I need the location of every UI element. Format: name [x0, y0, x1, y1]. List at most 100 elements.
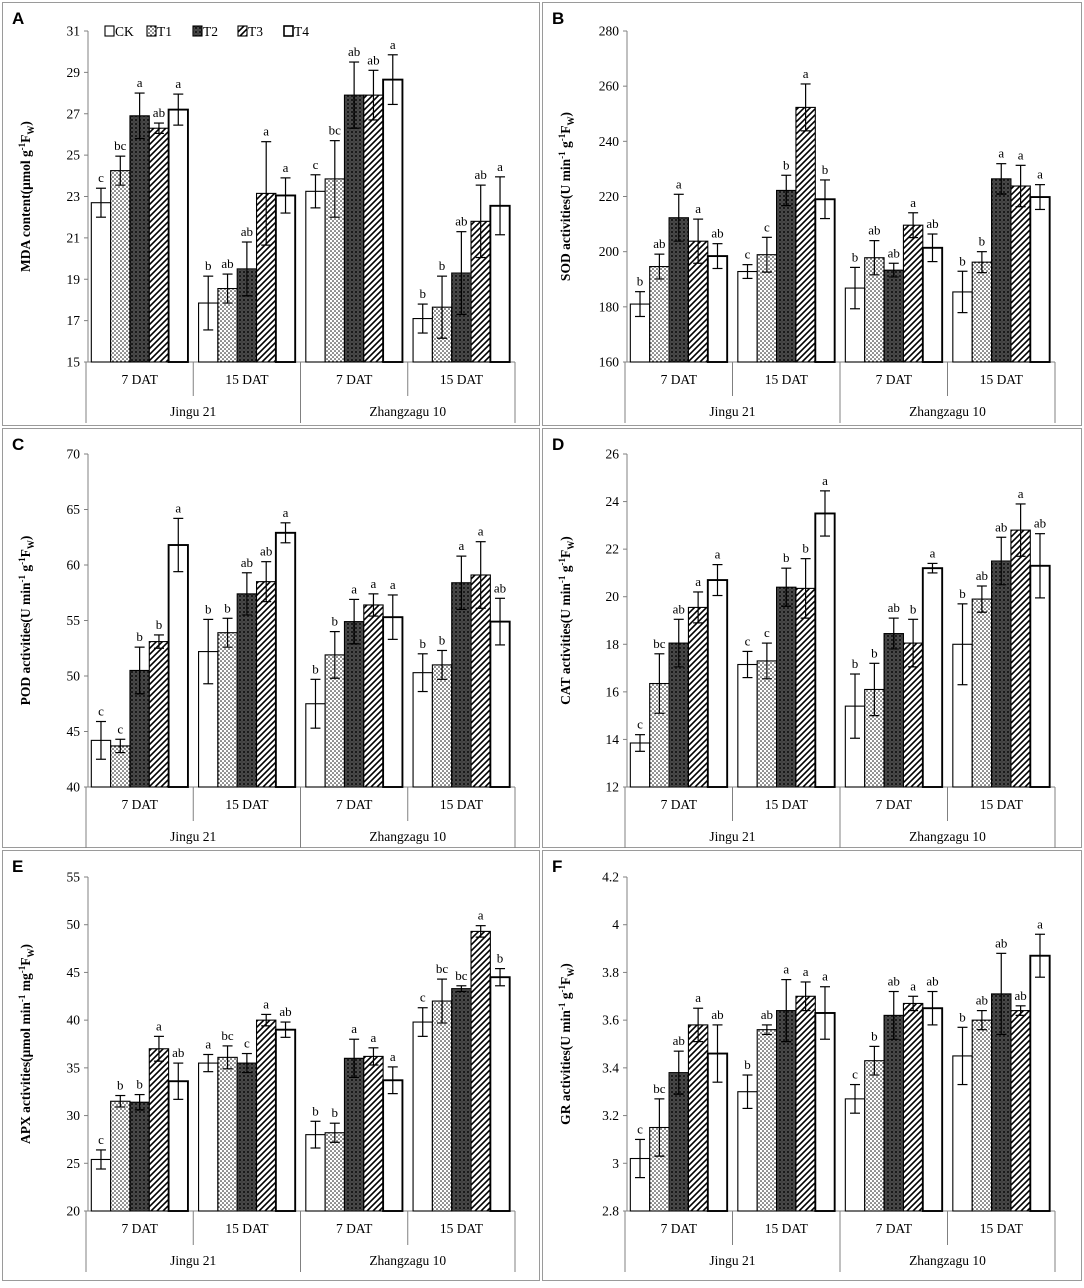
bar — [255, 581, 277, 788]
bar — [971, 261, 993, 363]
bar — [991, 178, 1012, 363]
significance-letter: ab — [673, 1033, 685, 1048]
significance-letter: c — [117, 721, 123, 736]
bar — [110, 170, 131, 363]
significance-letter: b — [205, 601, 212, 616]
significance-letter: a — [803, 964, 809, 979]
group-label: 7 DAT — [661, 797, 698, 812]
significance-letter: b — [637, 274, 644, 289]
y-tick-label: 50 — [67, 917, 81, 932]
bar — [148, 1048, 170, 1212]
significance-letter: a — [351, 581, 357, 596]
y-axis-label: GR activities(U min-1 g-1FW) — [557, 963, 576, 1125]
panel-d: D 12 14 16 18 20 22 24 26 CAT activities(U min-1 … — [542, 428, 1082, 848]
y-tick-label: 40 — [67, 1013, 81, 1028]
bar — [1010, 1010, 1031, 1212]
significance-letter: b — [852, 249, 859, 264]
y-tick-label: 30 — [67, 1108, 81, 1123]
y-tick-label: 50 — [67, 669, 81, 684]
bar — [902, 1002, 924, 1212]
significance-letter: a — [783, 962, 789, 977]
y-tick-label: 12 — [606, 780, 620, 795]
significance-letter: c — [98, 704, 104, 719]
significance-letter: ab — [888, 974, 900, 989]
significance-letter: a — [1018, 147, 1024, 162]
significance-letter: b — [959, 586, 966, 601]
group-label: 7 DAT — [336, 1221, 373, 1236]
legend-swatch — [146, 25, 157, 37]
y-tick-label: 3.8 — [602, 965, 619, 980]
cultivar-label: Zhangzagu 10 — [909, 1253, 986, 1268]
significance-letter: a — [930, 545, 936, 560]
significance-letter: c — [764, 625, 770, 640]
significance-letter: ab — [653, 236, 665, 251]
y-axis-label: CAT activities(U min-1 g-1FW) — [557, 536, 576, 705]
bar — [649, 266, 670, 363]
bar — [795, 995, 816, 1212]
significance-letter: ab — [241, 555, 253, 570]
bar — [382, 1079, 404, 1212]
bar — [274, 531, 297, 788]
significance-letter: bc — [436, 961, 449, 976]
significance-letter: ab — [926, 216, 938, 231]
y-tick-label: 22 — [606, 542, 620, 557]
panel-letter: A — [12, 9, 24, 28]
significance-letter: ab — [711, 1007, 723, 1022]
significance-letter: bc — [455, 968, 468, 983]
legend-item: T4 — [283, 24, 309, 39]
significance-letter: bc — [114, 138, 127, 153]
significance-letter: ab — [475, 167, 487, 182]
panel-a: A 15 17 19 21 23 25 27 29 31 MDA content(μmol g-1F… — [2, 2, 540, 426]
y-tick-label: 31 — [67, 24, 81, 39]
y-tick-label: 26 — [606, 447, 620, 462]
y-axis-label: APX activities(μmol min-1 mg-1FW) — [17, 944, 36, 1144]
significance-letter: c — [637, 1121, 643, 1136]
bar — [883, 1014, 904, 1212]
significance-letter: a — [822, 473, 828, 488]
legend-item: T3 — [237, 24, 263, 39]
bar — [431, 1000, 453, 1212]
panel-frame — [542, 2, 1082, 426]
significance-letter: c — [244, 1036, 250, 1051]
bar — [814, 198, 836, 363]
significance-letter: ab — [260, 544, 272, 559]
group-label: 7 DAT — [876, 372, 913, 387]
bar — [382, 78, 404, 363]
significance-letter: a — [283, 160, 289, 175]
legend-swatch — [104, 25, 115, 37]
bar — [971, 1019, 993, 1212]
significance-letter: b — [497, 951, 504, 966]
significance-letter: ab — [995, 519, 1007, 534]
y-tick-label: 200 — [599, 244, 620, 259]
y-tick-label: 220 — [599, 189, 620, 204]
bar — [687, 1024, 709, 1212]
cultivar-label: Jingu 21 — [709, 829, 755, 844]
group-label: 7 DAT — [661, 1221, 698, 1236]
significance-letter: c — [313, 157, 319, 172]
group-label: 15 DAT — [225, 1221, 269, 1236]
significance-letter: b — [783, 157, 790, 172]
y-tick-label: 18 — [606, 637, 620, 652]
y-tick-label: 20 — [67, 1204, 81, 1219]
cultivar-label: Jingu 21 — [170, 404, 216, 419]
y-tick-label: 55 — [67, 613, 81, 628]
significance-letter: a — [390, 37, 396, 52]
legend-label: T3 — [248, 24, 263, 39]
y-tick-label: 3 — [612, 1156, 619, 1171]
panel-f: F 2.8 3 3.2 3.4 3.6 3.8 4 4.2 GR activities(U min… — [542, 850, 1082, 1281]
significance-letter: a — [910, 978, 916, 993]
y-tick-label: 27 — [67, 106, 81, 121]
y-tick-label: 20 — [606, 589, 620, 604]
significance-letter: b — [910, 601, 917, 616]
y-tick-label: 21 — [67, 230, 81, 245]
y-tick-label: 25 — [67, 148, 81, 163]
significance-letter: ab — [494, 580, 506, 595]
y-tick-label: 65 — [67, 502, 81, 517]
legend: CK T1 T2 T3 T4 — [104, 24, 309, 39]
group-label: 7 DAT — [336, 797, 373, 812]
y-tick-label: 60 — [67, 558, 81, 573]
panel-frame — [2, 2, 540, 426]
significance-letter: b — [136, 629, 143, 644]
bar — [1010, 185, 1031, 363]
significance-letter: ab — [348, 44, 360, 59]
